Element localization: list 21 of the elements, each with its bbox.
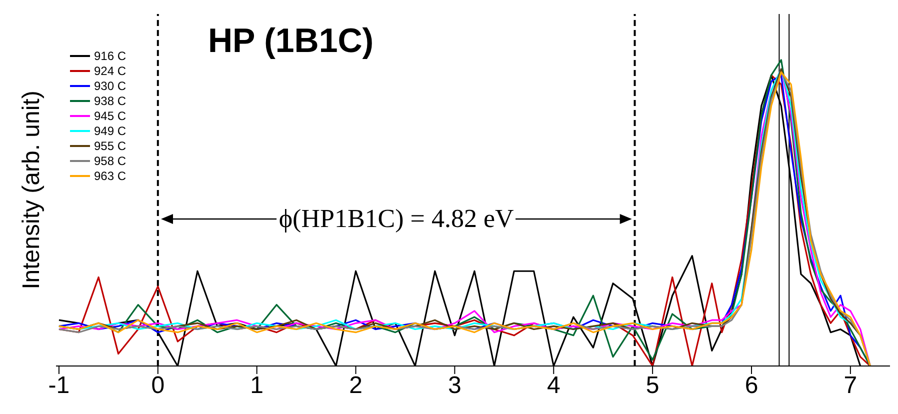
x-tick-label: -1 [48, 372, 70, 400]
chart-title: HP (1B1C) [208, 22, 374, 61]
legend-label: 949 C [94, 124, 126, 138]
legend-label: 945 C [94, 108, 126, 122]
x-tick-label: 7 [844, 372, 858, 400]
y-axis-title: Intensity (arb. unit) [18, 90, 46, 290]
x-tick-label: 5 [646, 372, 660, 400]
legend-label: 963 C [94, 168, 126, 182]
legend-label: 955 C [94, 138, 126, 152]
x-tick-label: 4 [546, 372, 560, 400]
x-tick-label: 1 [250, 372, 264, 400]
legend-label: 958 C [94, 154, 126, 168]
x-tick-label: 3 [448, 372, 462, 400]
legend-label: 924 C [94, 64, 126, 78]
x-tick-label: 0 [151, 372, 165, 400]
legend-label: 930 C [94, 78, 126, 92]
x-tick-label: 6 [744, 372, 758, 400]
annotation: ϕ(HP1B1C) = 4.82 eV [276, 204, 516, 234]
legend-label: 916 C [94, 48, 126, 62]
legend-label: 938 C [94, 94, 126, 108]
x-tick-label: 2 [349, 372, 362, 400]
